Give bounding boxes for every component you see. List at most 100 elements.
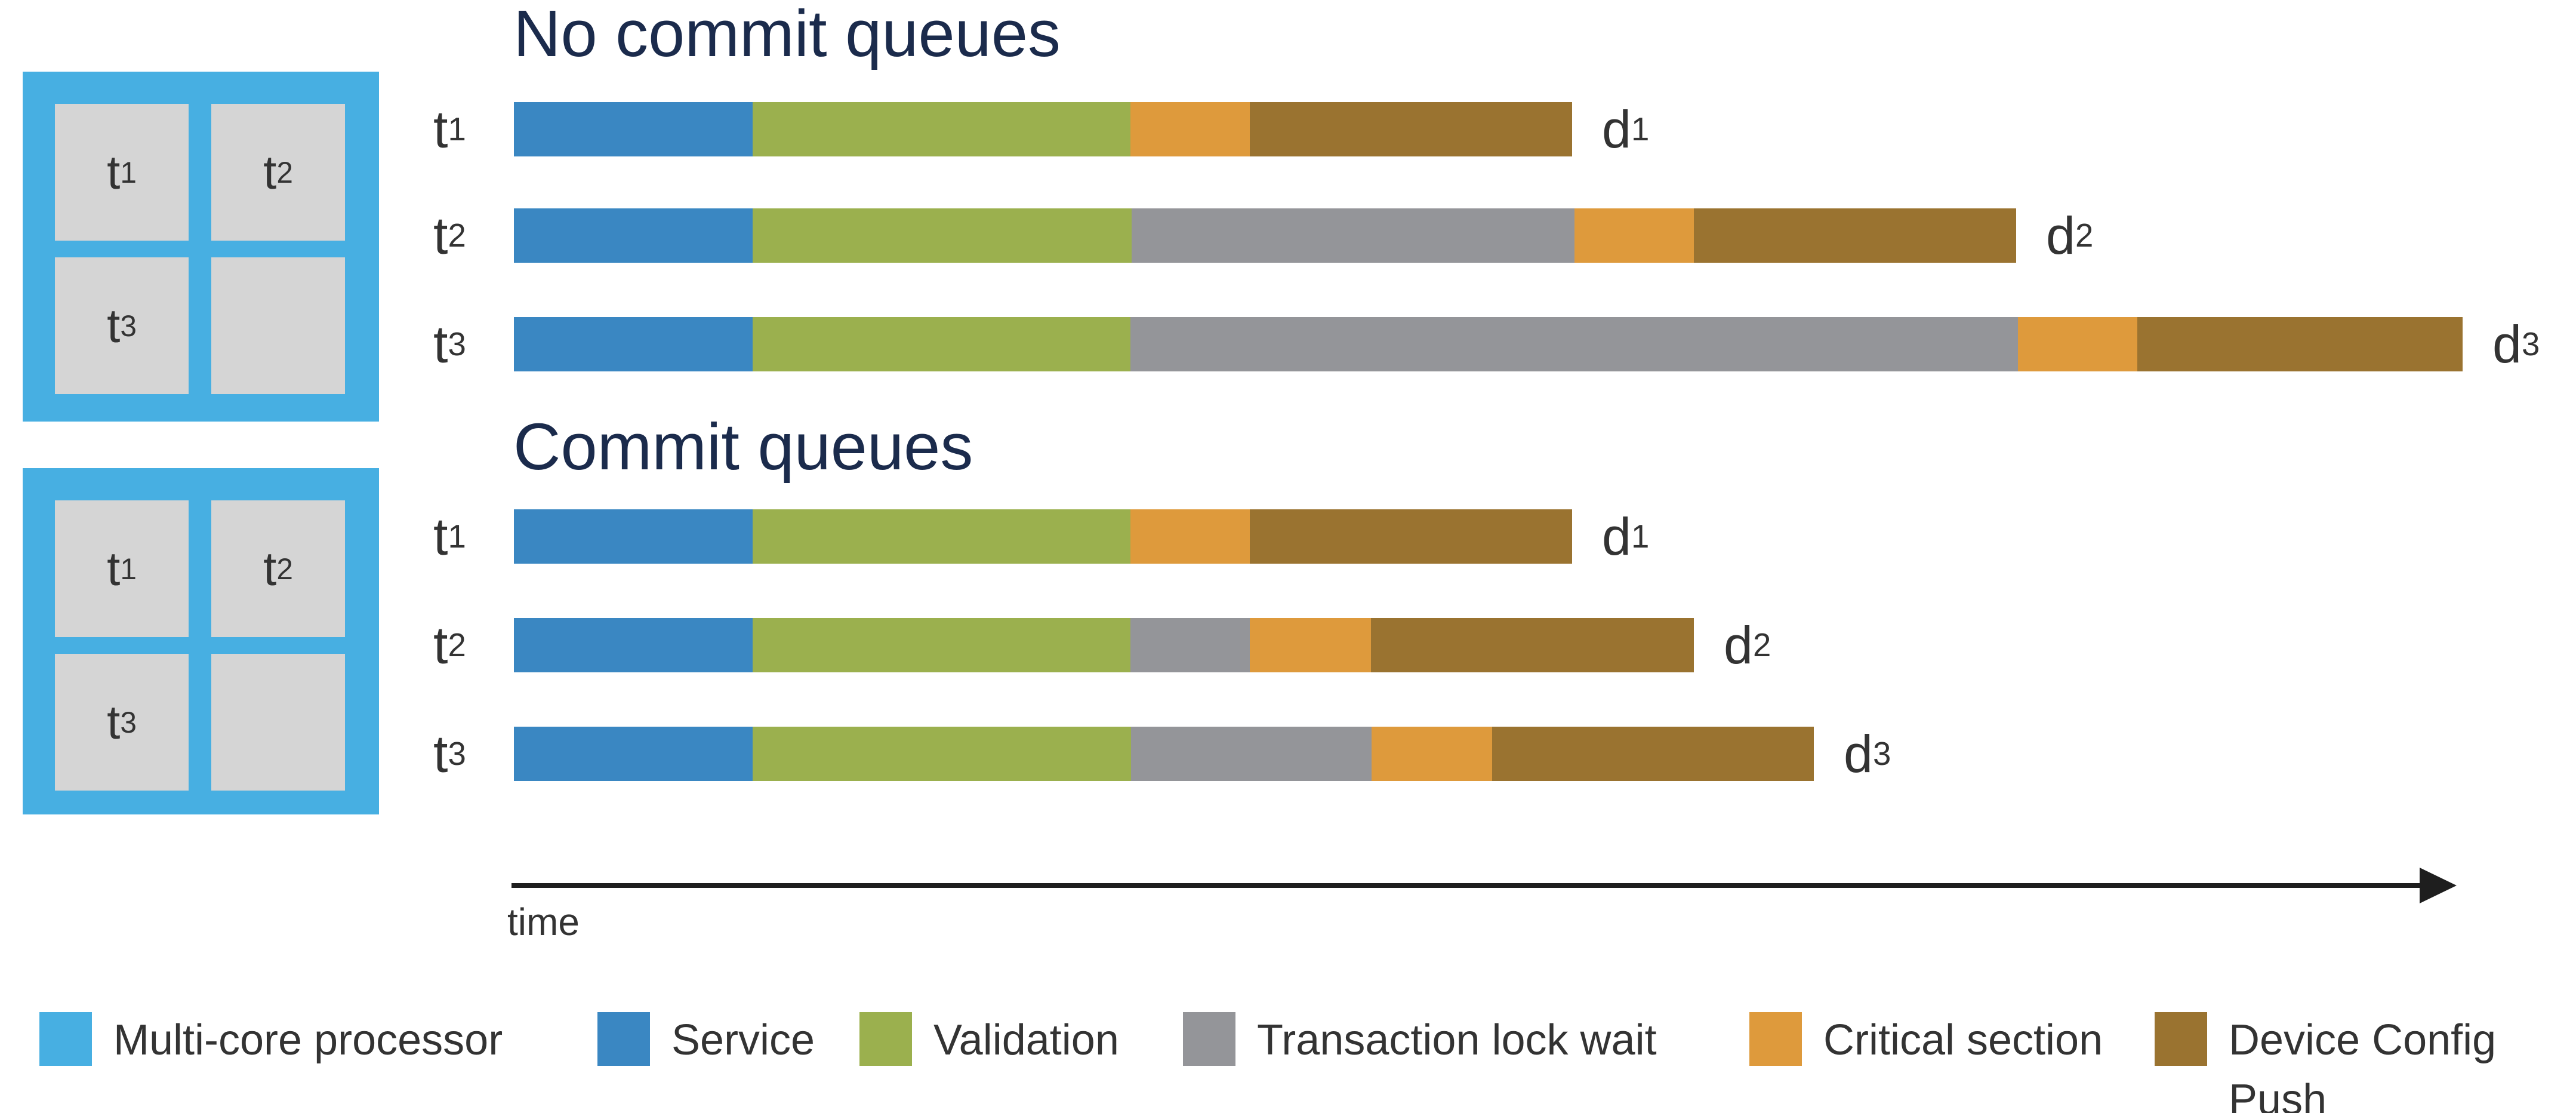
- legend-label: Validation: [933, 1016, 1119, 1064]
- label-subscript: 2: [1752, 627, 1771, 663]
- label-subscript: 1: [448, 518, 466, 555]
- bar-segment-service: [514, 727, 753, 781]
- legend-label: Service: [671, 1016, 815, 1064]
- label-subscript: 2: [448, 217, 466, 254]
- legend-swatch-validation: [859, 1012, 912, 1066]
- bar-segment-lock: [1132, 208, 1574, 263]
- section-title-no-commit-queues: No commit queues: [513, 0, 1061, 70]
- legend-label: Transaction lock wait: [1257, 1016, 1657, 1064]
- label-subscript: 3: [120, 309, 137, 343]
- bar-segment-validation: [753, 618, 1130, 672]
- label-subscript: 3: [448, 326, 466, 362]
- label-base: t: [107, 145, 121, 199]
- label-base: t: [107, 542, 121, 595]
- time-axis-arrowhead-icon: [2420, 868, 2457, 903]
- bar-segment-service: [514, 317, 753, 371]
- label-subscript: 1: [1631, 111, 1650, 147]
- bar-segment-critical: [1130, 509, 1250, 564]
- bar-segment-push: [1492, 727, 1814, 781]
- label-subscript: 1: [120, 155, 137, 189]
- label-base: d: [1844, 724, 1873, 783]
- cpu-core-empty: [211, 654, 345, 791]
- label-base: d: [1602, 99, 1631, 159]
- label-subscript: 2: [448, 627, 466, 663]
- time-axis-label: time: [507, 900, 580, 943]
- legend-swatch-critical: [1749, 1012, 1802, 1066]
- bar-segment-validation: [753, 208, 1132, 263]
- legend-label: Critical section: [1823, 1016, 2103, 1064]
- label-base: t: [263, 145, 277, 199]
- bar-segment-critical: [1250, 618, 1371, 672]
- bar-segment-service: [514, 509, 753, 564]
- label-subscript: 3: [1872, 736, 1891, 772]
- label-base: t: [107, 695, 121, 749]
- label-base: d: [2046, 205, 2075, 265]
- legend-swatch-lock: [1183, 1012, 1235, 1066]
- bar-segment-lock: [1130, 618, 1250, 672]
- bar-segment-validation: [753, 102, 1130, 156]
- bar-segment-critical: [2018, 317, 2137, 371]
- legend-item-push: Device Config Push: [2155, 1012, 2527, 1113]
- label-base: d: [1724, 615, 1753, 675]
- bar-segment-push: [1250, 509, 1572, 564]
- legend-item-critical: Critical section: [1749, 1012, 2103, 1070]
- bar-segment-critical: [1574, 208, 1694, 263]
- bar-segment-service: [514, 618, 753, 672]
- bar-segment-service: [514, 208, 753, 263]
- cpu-core-empty: [211, 257, 345, 394]
- bar-segment-lock: [1130, 317, 2018, 371]
- bar-segment-critical: [1372, 727, 1492, 781]
- label-subscript: 2: [2075, 217, 2094, 254]
- label-subscript: 1: [120, 552, 137, 586]
- legend-item-lock: Transaction lock wait: [1183, 1012, 1657, 1070]
- label-base: t: [433, 724, 448, 783]
- label-subscript: 2: [276, 155, 293, 189]
- bar-segment-push: [1694, 208, 2016, 263]
- label-subscript: 1: [1631, 518, 1650, 555]
- legend-item-validation: Validation: [859, 1012, 1119, 1070]
- bar-segment-lock: [1131, 727, 1372, 781]
- legend-swatch-service: [597, 1012, 650, 1066]
- bar-segment-validation: [753, 317, 1130, 371]
- label-subscript: 1: [448, 111, 466, 147]
- label-base: t: [433, 615, 448, 675]
- bar-segment-push: [2137, 317, 2463, 371]
- label-base: d: [1602, 506, 1631, 566]
- bar-segment-critical: [1130, 102, 1250, 156]
- label-base: t: [433, 506, 448, 566]
- legend-label: Multi-core processor: [113, 1016, 503, 1064]
- legend-swatch-push: [2155, 1012, 2207, 1066]
- section-title-commit-queues: Commit queues: [513, 410, 973, 484]
- bar-segment-service: [514, 102, 753, 156]
- legend-item-multicore: Multi-core processor: [39, 1012, 503, 1070]
- label-base: d: [2492, 314, 2522, 374]
- label-base: t: [263, 542, 277, 595]
- label-subscript: 3: [2521, 326, 2540, 362]
- label-subscript: 3: [120, 705, 137, 739]
- legend-swatch-multicore: [39, 1012, 92, 1066]
- legend-item-service: Service: [597, 1012, 815, 1070]
- label-subscript: 2: [276, 552, 293, 586]
- bar-segment-validation: [753, 509, 1130, 564]
- bar-segment-push: [1371, 618, 1694, 672]
- label-base: t: [433, 314, 448, 374]
